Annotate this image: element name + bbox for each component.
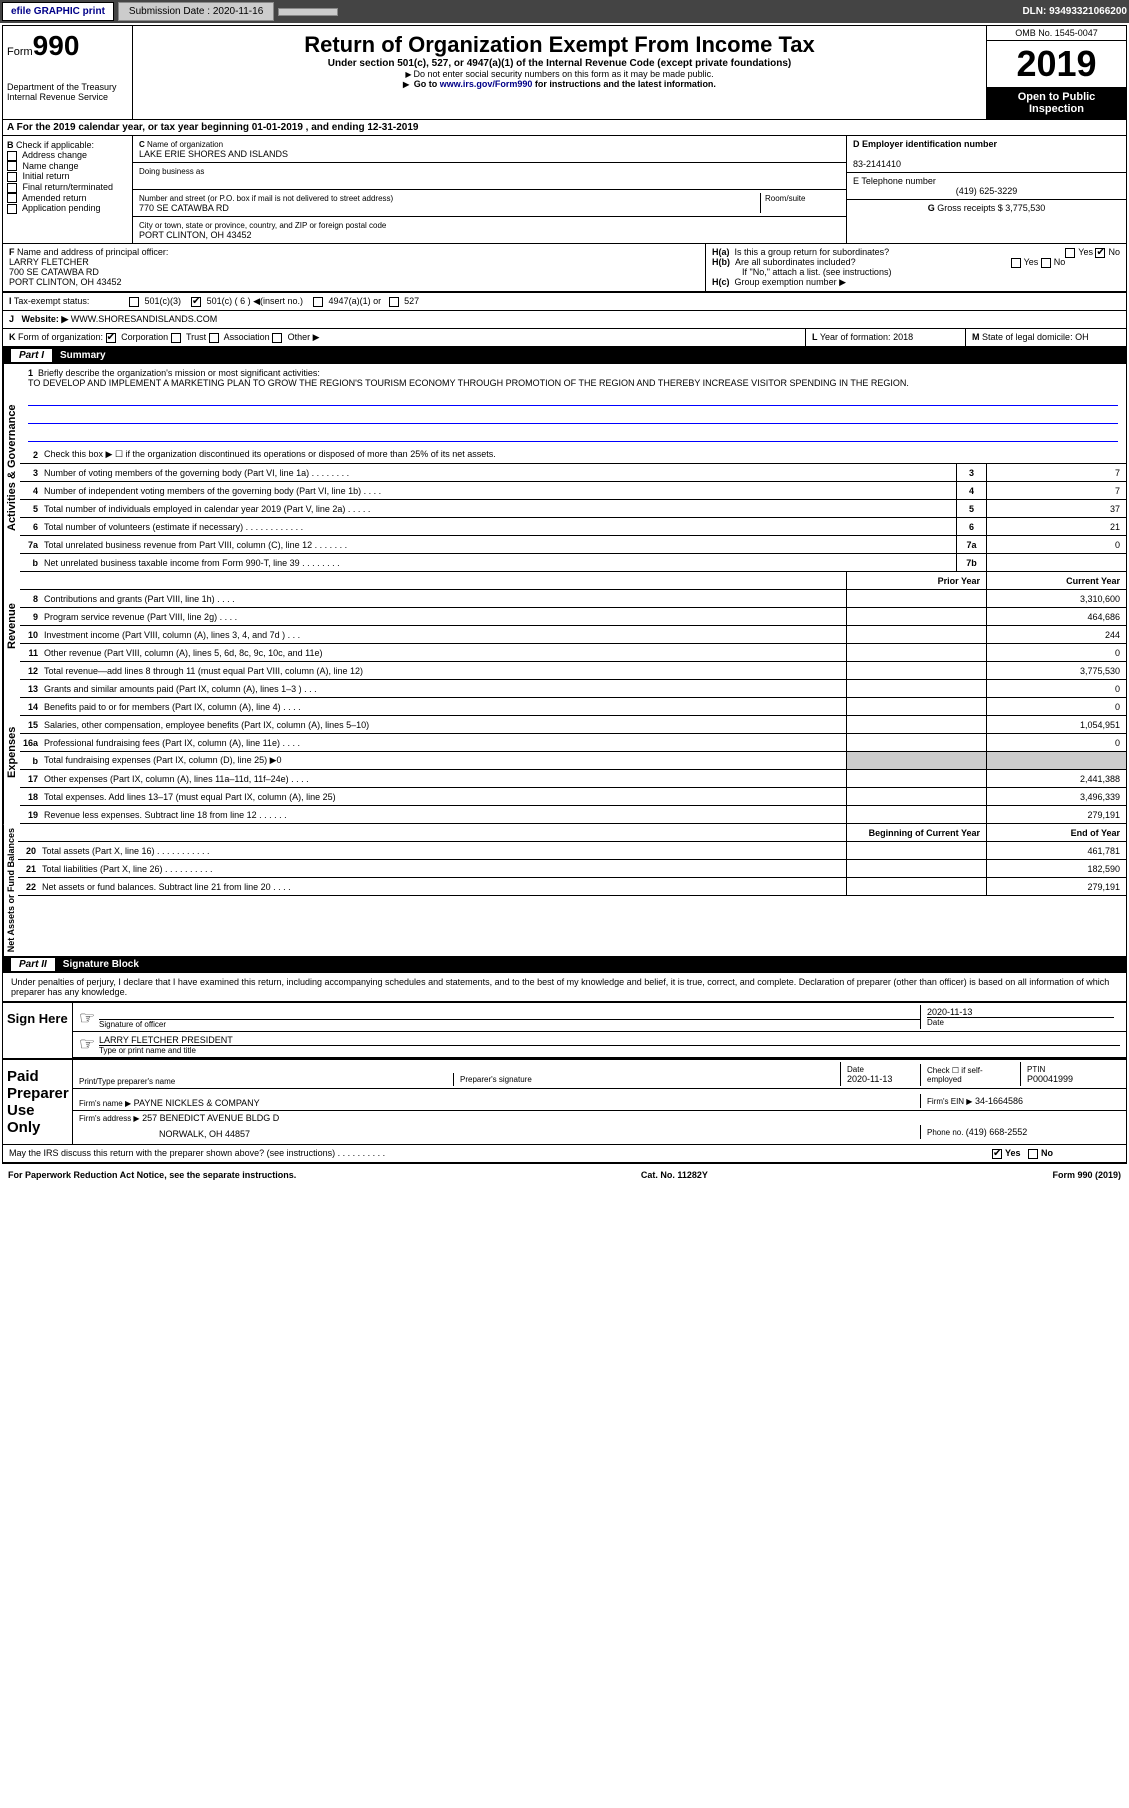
exp-row-14: 14Benefits paid to or for members (Part …	[20, 698, 1126, 716]
omb-number: OMB No. 1545-0047	[987, 26, 1126, 41]
exp-row-19: 19Revenue less expenses. Subtract line 1…	[20, 806, 1126, 824]
form-header: Form990 Department of the Treasury Inter…	[3, 26, 1126, 120]
perjury-statement: Under penalties of perjury, I declare th…	[3, 973, 1126, 1001]
tax-status-row: I Tax-exempt status: 501(c)(3) 501(c) ( …	[3, 292, 1126, 311]
note-instructions: Go to www.irs.gov/Form990 for instructio…	[139, 79, 980, 89]
inspection-badge: Open to Public Inspection	[987, 87, 1126, 119]
section-fh: F Name and address of principal officer:…	[3, 244, 1126, 292]
dept-label: Department of the Treasury Internal Reve…	[7, 82, 128, 102]
revenue-section: Revenue Prior YearCurrent Year 8Contribu…	[3, 572, 1126, 680]
exp-row-15: 15Salaries, other compensation, employee…	[20, 716, 1126, 734]
dln: DLN: 93493321066200	[1022, 6, 1127, 17]
footer: For Paperwork Reduction Act Notice, see …	[0, 1166, 1129, 1184]
blank-btn	[278, 8, 338, 16]
exp-row-18: 18Total expenses. Add lines 13–17 (must …	[20, 788, 1126, 806]
rev-row-11: 11Other revenue (Part VIII, column (A), …	[20, 644, 1126, 662]
exp-row-17: 17Other expenses (Part IX, column (A), l…	[20, 770, 1126, 788]
net-row-21: 21Total liabilities (Part X, line 26) . …	[18, 860, 1126, 878]
gov-row-3: 3Number of voting members of the governi…	[20, 464, 1126, 482]
topbar: efile GRAPHIC print Submission Date : 20…	[0, 0, 1129, 23]
website-row: J Website: ▶ WWW.SHORESANDISLANDS.COM	[3, 311, 1126, 329]
section-bcdefg: B Check if applicable: Address change Na…	[3, 136, 1126, 244]
gov-row-6: 6Total number of volunteers (estimate if…	[20, 518, 1126, 536]
gov-row-5: 5Total number of individuals employed in…	[20, 500, 1126, 518]
exp-row-b: bTotal fundraising expenses (Part IX, co…	[20, 752, 1126, 770]
net-row-20: 20Total assets (Part X, line 16) . . . .…	[18, 842, 1126, 860]
net-row-22: 22Net assets or fund balances. Subtract …	[18, 878, 1126, 896]
form-990: Form990 Department of the Treasury Inter…	[2, 25, 1127, 1164]
checkbox-application-pending[interactable]: Application pending	[7, 203, 128, 214]
rev-row-10: 10Investment income (Part VIII, column (…	[20, 626, 1126, 644]
submission-date-btn[interactable]: Submission Date : 2020-11-16	[118, 2, 274, 21]
form-org-row: K Form of organization: Corporation Trus…	[3, 329, 1126, 347]
checkbox-final-return/terminated[interactable]: Final return/terminated	[7, 182, 128, 193]
rev-row-9: 9Program service revenue (Part VIII, lin…	[20, 608, 1126, 626]
gov-row-b: bNet unrelated business taxable income f…	[20, 554, 1126, 572]
efile-link[interactable]: efile GRAPHIC print	[2, 2, 114, 21]
expenses-section: Expenses 13Grants and similar amounts pa…	[3, 680, 1126, 824]
checkbox-amended-return[interactable]: Amended return	[7, 193, 128, 204]
checkbox-address-change[interactable]: Address change	[7, 150, 128, 161]
form-subtitle: Under section 501(c), 527, or 4947(a)(1)…	[139, 58, 980, 69]
part2-header: Part IISignature Block	[3, 956, 1126, 973]
sign-here-section: Sign Here ☞ Signature of officer 2020-11…	[3, 1001, 1126, 1058]
tax-year: 2019	[987, 41, 1126, 87]
checkbox-name-change[interactable]: Name change	[7, 161, 128, 172]
paid-preparer-section: Paid Preparer Use Only Print/Type prepar…	[3, 1058, 1126, 1144]
exp-row-16a: 16aProfessional fundraising fees (Part I…	[20, 734, 1126, 752]
gov-row-4: 4Number of independent voting members of…	[20, 482, 1126, 500]
gov-row-7a: 7aTotal unrelated business revenue from …	[20, 536, 1126, 554]
checkbox-initial-return[interactable]: Initial return	[7, 171, 128, 182]
rev-row-12: 12Total revenue—add lines 8 through 11 (…	[20, 662, 1126, 680]
net-assets-section: Net Assets or Fund Balances Beginning of…	[3, 824, 1126, 956]
row-a-period: A For the 2019 calendar year, or tax yea…	[3, 120, 1126, 136]
form-title: Return of Organization Exempt From Incom…	[139, 32, 980, 58]
irs-link[interactable]: www.irs.gov/Form990	[440, 79, 533, 89]
note-ssn: Do not enter social security numbers on …	[139, 69, 980, 79]
rev-row-8: 8Contributions and grants (Part VIII, li…	[20, 590, 1126, 608]
part1-header: Part ISummary	[3, 347, 1126, 364]
exp-row-13: 13Grants and similar amounts paid (Part …	[20, 680, 1126, 698]
discuss-row: May the IRS discuss this return with the…	[3, 1144, 1126, 1163]
activities-governance: Activities & Governance 1 Briefly descri…	[3, 364, 1126, 572]
